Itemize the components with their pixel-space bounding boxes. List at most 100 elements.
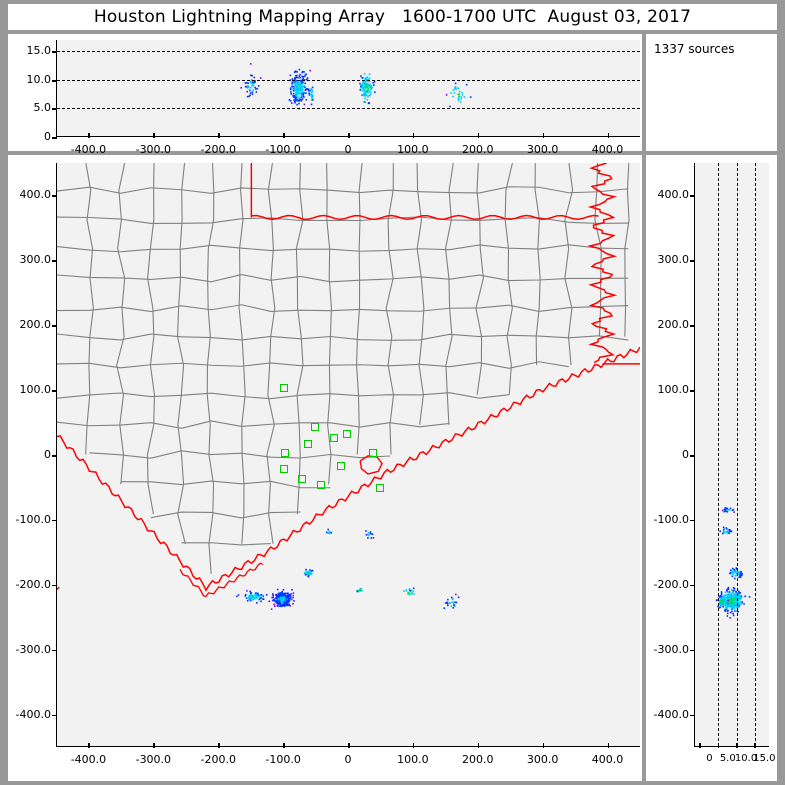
- x-tick-mark: [607, 743, 610, 748]
- sources-panel: 1337 sources: [646, 34, 777, 151]
- y-tick-label: 300.0: [19, 253, 52, 267]
- x-tick-mark: [754, 743, 756, 748]
- y-tick-mark: [52, 649, 57, 652]
- y-tick-label: 0: [44, 130, 51, 143]
- x-tick-mark: [218, 133, 220, 138]
- x-tick-mark: [477, 133, 480, 138]
- lma-station-marker: [369, 449, 378, 458]
- y-tick-mark: [690, 195, 695, 198]
- x-tick-label: 0: [706, 753, 713, 764]
- y-tick-mark: [52, 325, 57, 327]
- y-tick-mark: [52, 51, 57, 53]
- x-tick-mark: [477, 743, 480, 748]
- x-tick-label: 10.0: [734, 753, 758, 764]
- x-tick-mark: [153, 743, 155, 748]
- y-tick-mark: [690, 519, 695, 522]
- lma-station-marker: [317, 480, 326, 489]
- y-tick-label: -400.0: [15, 707, 51, 721]
- time-height-plot-area: [56, 40, 640, 137]
- lma-station-marker: [279, 383, 288, 392]
- x-tick-mark: [736, 743, 738, 748]
- y-tick-mark: [690, 584, 695, 587]
- x-tick-mark: [699, 743, 702, 748]
- x-tick-label: -400.0: [70, 143, 107, 156]
- x-tick-label: -200.0: [200, 753, 236, 766]
- y-tick-label: 400.0: [657, 188, 690, 202]
- y-tick-label: -100.0: [653, 512, 689, 526]
- y-tick-label: 300.0: [657, 253, 690, 267]
- y-tick-mark: [690, 714, 695, 717]
- gridline-horizontal: [57, 107, 640, 109]
- y-tick-mark: [52, 195, 57, 198]
- altitude-profile-panel: -400.0 -300.0 -200.0 -100.0 0 100.0 200.0 300.0…: [646, 155, 777, 781]
- y-tick-mark: [52, 455, 57, 457]
- y-tick-mark: [52, 79, 57, 82]
- y-tick-mark: [690, 260, 695, 262]
- x-tick-label: 200.0: [462, 753, 494, 766]
- gridline-vertical: [754, 163, 756, 746]
- x-tick-label: 300.0: [526, 753, 559, 766]
- y-tick-label: 200.0: [19, 318, 52, 332]
- y-tick-label: 10.0: [26, 72, 52, 86]
- x-tick-mark: [283, 133, 285, 138]
- x-tick-mark: [607, 133, 610, 138]
- x-tick-label: -200.0: [200, 143, 236, 156]
- x-tick-mark: [348, 743, 350, 748]
- y-tick-mark: [690, 325, 695, 327]
- x-tick-mark: [412, 743, 415, 748]
- source-count-label: 1337 sources: [654, 42, 735, 56]
- lma-station-marker: [279, 464, 288, 473]
- time-height-panel: 0 5.0 10.0 15.0 -400.0 -300.0 -200.0 -100.0 0 100…: [8, 34, 642, 156]
- y-tick-label: -400.0: [653, 707, 689, 721]
- x-tick-label: -400.0: [70, 753, 107, 766]
- y-tick-label: 0: [44, 448, 51, 461]
- x-tick-mark: [717, 743, 720, 748]
- y-tick-label: -100.0: [15, 512, 51, 526]
- y-tick-mark: [690, 390, 695, 392]
- lma-station-marker: [336, 461, 345, 470]
- lma-station-marker: [310, 422, 319, 431]
- x-tick-label: 400.0: [591, 753, 624, 766]
- y-tick-mark: [52, 260, 57, 262]
- x-tick-label: -300.0: [135, 753, 172, 766]
- x-tick-label: 300.0: [526, 143, 559, 156]
- x-tick-label: -100.0: [265, 753, 301, 766]
- y-tick-mark: [690, 649, 695, 652]
- y-tick-label: 0: [682, 448, 689, 461]
- y-tick-mark: [52, 584, 57, 587]
- y-tick-label: -200.0: [15, 577, 51, 591]
- x-tick-label: 0: [344, 143, 352, 156]
- y-tick-mark: [52, 137, 57, 139]
- lma-station-marker: [375, 484, 384, 493]
- y-tick-label: 200.0: [657, 318, 690, 332]
- geographic-basemap: [57, 163, 640, 598]
- x-tick-mark: [348, 133, 350, 138]
- x-tick-label: -100.0: [265, 143, 301, 156]
- plan-view-map-panel: -400.0 -300.0 -200.0 -100.0 0 100.0 200.0 300.0…: [8, 155, 642, 781]
- lma-station-marker: [297, 475, 306, 484]
- x-tick-mark: [283, 743, 285, 748]
- gridline-horizontal: [57, 79, 640, 81]
- plan-view-plot-area: [56, 163, 640, 747]
- y-tick-mark: [52, 519, 57, 522]
- lma-station-marker: [342, 429, 351, 438]
- title-bar: Houston Lightning Mapping Array 1600-170…: [8, 4, 777, 30]
- altitude-profile-scatter: [715, 507, 751, 619]
- x-tick-label: 100.0: [397, 143, 429, 156]
- y-tick-mark: [690, 455, 695, 457]
- x-tick-label: 15.0: [753, 753, 776, 764]
- x-tick-label: 400.0: [591, 143, 624, 156]
- gridline-horizontal: [57, 51, 640, 53]
- gridline-vertical: [718, 163, 720, 746]
- time-height-scatter: [240, 63, 472, 110]
- x-tick-label: 100.0: [397, 753, 429, 766]
- x-tick-mark: [88, 743, 91, 748]
- x-tick-mark: [542, 743, 545, 748]
- y-tick-label: 100.0: [657, 383, 690, 397]
- gridline-vertical: [736, 163, 738, 746]
- y-tick-label: 100.0: [19, 383, 52, 397]
- x-tick-mark: [88, 133, 91, 138]
- x-tick-mark: [153, 133, 155, 138]
- x-tick-label: 200.0: [462, 143, 494, 156]
